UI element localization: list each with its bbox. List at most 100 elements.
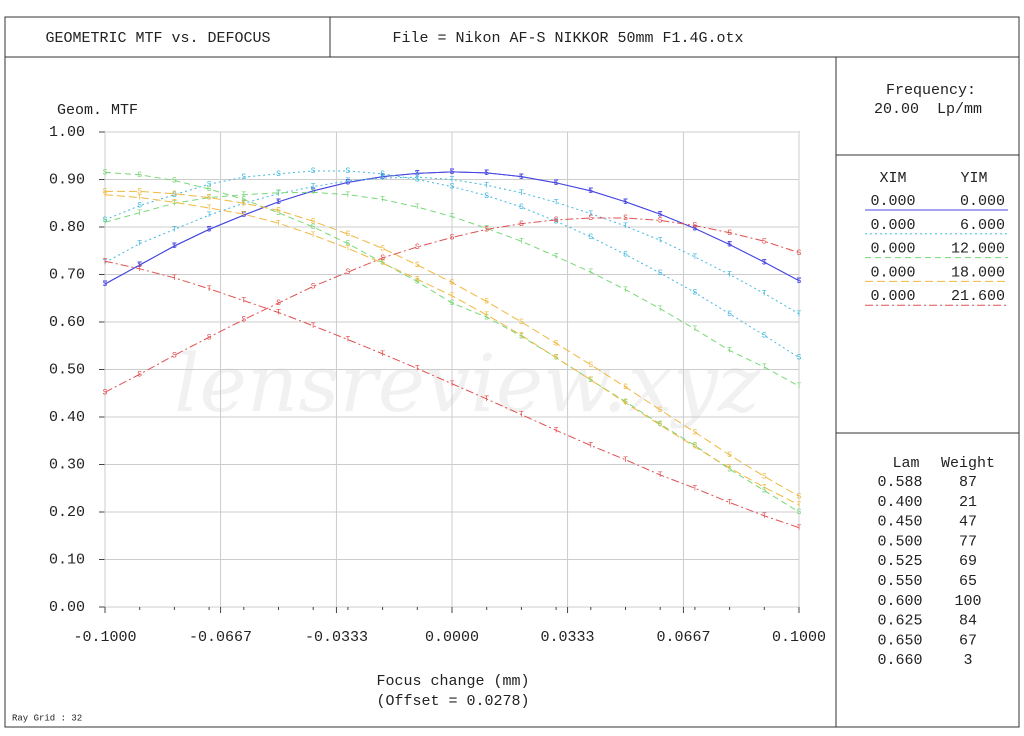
point-marker: S bbox=[415, 176, 420, 185]
x-tick-label: 0.1000 bbox=[772, 629, 826, 646]
point-marker: S bbox=[727, 241, 732, 250]
y-tick-label: 0.60 bbox=[49, 314, 85, 331]
point-marker: T bbox=[692, 325, 697, 334]
y-tick-label: 1.00 bbox=[49, 124, 85, 141]
point-marker: T bbox=[727, 347, 732, 356]
point-marker: S bbox=[623, 214, 628, 223]
y-tick-label: 0.80 bbox=[49, 219, 85, 236]
point-marker: T bbox=[241, 210, 246, 219]
point-marker: T bbox=[207, 225, 212, 234]
point-marker: S bbox=[623, 383, 628, 392]
point-marker: T bbox=[484, 395, 489, 404]
point-marker: T bbox=[207, 204, 212, 213]
point-marker: T bbox=[554, 426, 559, 435]
point-marker: S bbox=[311, 217, 316, 226]
point-marker: S bbox=[484, 313, 489, 322]
point-marker: S bbox=[415, 243, 420, 252]
watermark: lensreview.xyz bbox=[174, 337, 761, 430]
chart-title: GEOMETRIC MTF vs. DEFOCUS bbox=[45, 30, 270, 47]
point-marker: S bbox=[727, 229, 732, 238]
legend-yim: 0.000 bbox=[960, 193, 1005, 210]
frequency: 20.00 Lp/mm bbox=[874, 101, 982, 118]
point-marker: S bbox=[554, 216, 559, 225]
point-marker: T bbox=[519, 331, 524, 340]
point-marker: T bbox=[103, 257, 108, 266]
weight: 3 bbox=[963, 652, 972, 669]
point-marker: T bbox=[103, 191, 108, 200]
weight: 100 bbox=[954, 593, 981, 610]
weight: 87 bbox=[959, 474, 977, 491]
point-marker: S bbox=[345, 230, 350, 239]
wavelength: 0.450 bbox=[877, 514, 922, 531]
point-marker: T bbox=[415, 169, 420, 178]
point-marker: S bbox=[345, 240, 350, 249]
point-marker: S bbox=[519, 173, 524, 182]
point-marker: T bbox=[588, 187, 593, 196]
point-marker: T bbox=[623, 286, 628, 295]
series-line bbox=[104, 171, 800, 513]
file-name: File = Nikon AF-S NIKKOR 50mm F1.4G.otx bbox=[392, 30, 743, 47]
point-marker: T bbox=[658, 305, 663, 314]
point-marker: S bbox=[276, 170, 281, 179]
point-marker: T bbox=[276, 219, 281, 228]
point-marker: S bbox=[450, 299, 455, 308]
point-marker: S bbox=[207, 185, 212, 194]
point-marker: S bbox=[207, 333, 212, 342]
series-line bbox=[104, 194, 800, 506]
point-marker: S bbox=[658, 420, 663, 429]
point-marker: T bbox=[692, 443, 697, 452]
point-marker: S bbox=[103, 280, 108, 289]
point-marker: T bbox=[380, 350, 385, 359]
point-marker: S bbox=[588, 187, 593, 196]
y-tick-label: 0.70 bbox=[49, 266, 85, 283]
point-marker: S bbox=[588, 361, 593, 370]
y-tick-label: 0.20 bbox=[49, 504, 85, 521]
point-marker: S bbox=[762, 331, 767, 340]
weight: 84 bbox=[959, 613, 977, 630]
point-marker: S bbox=[241, 211, 246, 220]
point-marker: T bbox=[484, 169, 489, 178]
weight: 69 bbox=[959, 553, 977, 570]
point-marker: S bbox=[484, 192, 489, 201]
x-tick-label: -0.1000 bbox=[73, 629, 136, 646]
y-tick-label: 0.90 bbox=[49, 171, 85, 188]
series-line bbox=[104, 170, 800, 359]
point-marker: T bbox=[380, 196, 385, 205]
point-marker: T bbox=[345, 177, 350, 186]
point-marker: S bbox=[623, 198, 628, 207]
wavelength: 0.600 bbox=[877, 593, 922, 610]
point-marker: S bbox=[380, 173, 385, 182]
point-marker: S bbox=[172, 190, 177, 199]
point-marker: T bbox=[345, 178, 350, 187]
point-marker: T bbox=[762, 363, 767, 372]
wavelength: 0.400 bbox=[877, 494, 922, 511]
x-axis-label: Focus change (mm) bbox=[376, 673, 529, 690]
point-marker: S bbox=[345, 178, 350, 187]
point-marker: S bbox=[103, 216, 108, 225]
point-marker: S bbox=[137, 171, 142, 180]
y-tick-label: 0.30 bbox=[49, 456, 85, 473]
point-marker: S bbox=[415, 278, 420, 287]
legend-yim: 21.600 bbox=[951, 288, 1005, 305]
point-marker: T bbox=[137, 209, 142, 218]
point-marker: T bbox=[241, 297, 246, 306]
series-line bbox=[104, 217, 800, 393]
point-marker: S bbox=[276, 209, 281, 218]
point-marker: T bbox=[762, 258, 767, 267]
legend-xim: 0.000 bbox=[870, 241, 915, 258]
point-marker: T bbox=[658, 471, 663, 480]
point-marker: S bbox=[450, 168, 455, 177]
point-marker: S bbox=[762, 487, 767, 496]
point-marker: S bbox=[380, 244, 385, 253]
point-marker: T bbox=[623, 399, 628, 408]
legend-yim: 6.000 bbox=[960, 217, 1005, 234]
point-marker: S bbox=[241, 199, 246, 208]
point-marker: T bbox=[172, 225, 177, 234]
point-marker: T bbox=[797, 501, 802, 510]
point-marker: S bbox=[450, 234, 455, 243]
point-marker: T bbox=[519, 189, 524, 198]
point-marker: S bbox=[207, 180, 212, 189]
point-marker: S bbox=[380, 254, 385, 263]
point-marker: S bbox=[172, 242, 177, 251]
